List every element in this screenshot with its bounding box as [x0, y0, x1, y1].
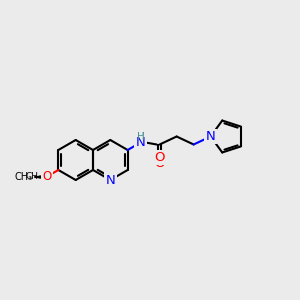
Text: O: O [41, 171, 51, 184]
Text: CH₃: CH₃ [26, 172, 42, 181]
Text: O: O [154, 151, 165, 164]
Text: O: O [154, 157, 165, 170]
Text: N: N [105, 173, 115, 187]
Text: N: N [136, 136, 146, 149]
Text: N: N [206, 130, 215, 143]
Text: N: N [105, 173, 115, 187]
Text: H: H [137, 133, 145, 142]
Text: N: N [206, 130, 215, 143]
Text: CH₃: CH₃ [15, 172, 33, 182]
Text: N: N [136, 136, 146, 149]
Text: O: O [43, 170, 52, 183]
Text: H: H [137, 132, 145, 142]
